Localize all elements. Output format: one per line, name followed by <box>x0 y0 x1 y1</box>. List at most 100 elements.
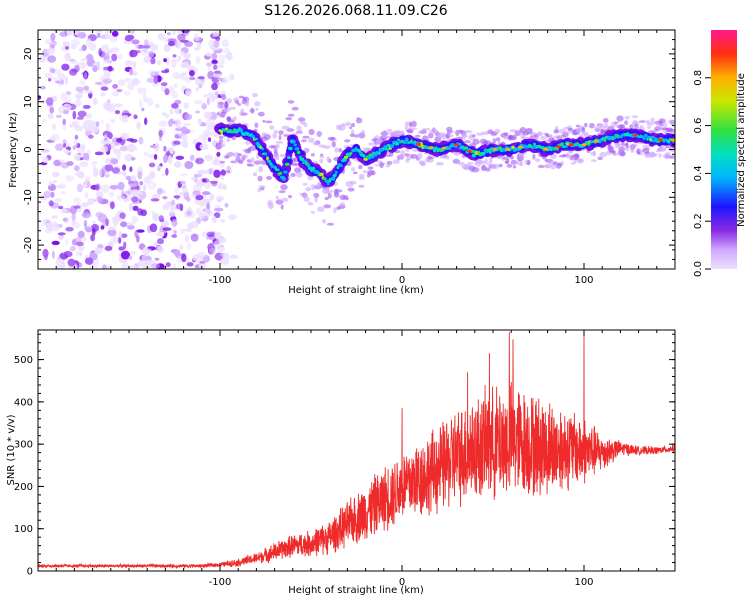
heatmap-cell <box>307 201 314 206</box>
heatmap-cell <box>168 86 175 94</box>
heatmap-cell <box>570 162 575 165</box>
heatmap-cell <box>124 153 134 162</box>
heatmap-cell <box>116 138 123 143</box>
heatmap-cell <box>69 246 76 252</box>
heatmap-cell <box>140 209 147 217</box>
heatmap-cell <box>130 156 136 161</box>
heatmap-cell <box>72 110 77 120</box>
heatmap-cell <box>150 57 156 65</box>
heatmap-cell <box>199 80 206 85</box>
heatmap-cell <box>658 146 667 152</box>
heatmap-cell <box>144 117 148 126</box>
heatmap-cell <box>349 151 353 156</box>
heatmap-cell <box>187 228 193 233</box>
heatmap-cell <box>209 193 215 201</box>
heatmap-cell <box>339 202 346 207</box>
heatmap-cell <box>319 155 325 159</box>
heatmap-cell <box>94 247 103 255</box>
heatmap-cell <box>74 93 83 99</box>
heatmap-cell <box>62 118 66 126</box>
heatmap-cell <box>75 86 84 92</box>
heatmap-cell <box>530 146 535 149</box>
heatmap-cell <box>137 260 147 268</box>
heatmap-cell <box>342 157 347 162</box>
heatmap-cell <box>111 53 118 62</box>
heatmap-cell <box>107 229 117 237</box>
heatmap-cell <box>195 77 200 85</box>
heatmap-cell <box>104 245 113 252</box>
heatmap-cell <box>163 145 167 152</box>
colorbar-gradient <box>711 30 737 269</box>
heatmap-cell <box>164 68 170 72</box>
heatmap-cell <box>121 261 129 269</box>
heatmap-cell <box>532 153 536 160</box>
heatmap-cell <box>69 68 78 76</box>
heatmap-cell <box>629 124 634 129</box>
heatmap-cell <box>95 211 104 218</box>
heatmap-cell <box>125 34 135 40</box>
heatmap-cell <box>310 153 315 157</box>
spectrogram-x-axis-label: Height of straight line (km) <box>288 285 424 296</box>
heatmap-cell <box>90 224 100 232</box>
heatmap-cell <box>568 143 574 147</box>
heatmap-cell <box>375 160 383 163</box>
heatmap-cell <box>149 43 159 51</box>
heatmap-cell <box>82 152 89 161</box>
heatmap-cell <box>152 212 160 221</box>
heatmap-cell <box>599 151 608 158</box>
heatmap-cell <box>646 122 655 126</box>
heatmap-cell <box>94 263 99 269</box>
heatmap-cell <box>88 134 94 139</box>
heatmap-cell <box>112 235 119 244</box>
heatmap-cell <box>112 84 118 89</box>
heatmap-cell <box>127 222 136 226</box>
heatmap-cell <box>206 96 210 106</box>
heatmap-cell <box>90 125 99 134</box>
heatmap-cell <box>630 150 635 153</box>
heatmap-cell <box>219 144 226 148</box>
heatmap-cell <box>116 194 126 201</box>
heatmap-cell <box>658 153 662 158</box>
heatmap-cell <box>450 130 455 133</box>
heatmap-cell <box>142 184 147 192</box>
heatmap-cell <box>186 210 192 216</box>
heatmap-cell <box>254 122 259 128</box>
heatmap-cell <box>212 140 216 148</box>
heatmap-cell <box>214 231 222 240</box>
heatmap-cell <box>213 240 223 249</box>
heatmap-cell <box>301 139 307 143</box>
heatmap-cell <box>168 41 176 47</box>
heatmap-cell <box>74 153 81 162</box>
heatmap-cell <box>131 80 141 84</box>
heatmap-cell <box>69 124 73 128</box>
heatmap-cell <box>338 148 343 153</box>
heatmap-cell <box>665 152 672 155</box>
heatmap-cell <box>558 128 567 134</box>
heatmap-cell <box>74 165 80 172</box>
heatmap-cell <box>127 143 136 153</box>
heatmap-cell <box>195 87 199 92</box>
heatmap-cell <box>87 198 95 205</box>
snr-panel: -100 0 100 0 100 200 300 400 500 Height of stra… <box>6 329 676 596</box>
heatmap-cell <box>252 172 258 177</box>
heatmap-cell <box>81 236 87 242</box>
heatmap-cell <box>269 125 275 130</box>
heatmap-cell <box>578 158 584 164</box>
heatmap-cell <box>526 159 531 166</box>
heatmap-cell <box>105 218 109 227</box>
heatmap-cell <box>77 31 87 39</box>
heatmap-cell <box>604 122 609 128</box>
heatmap-cell <box>49 68 56 74</box>
heatmap-cell <box>438 162 444 166</box>
heatmap-cell <box>632 133 638 137</box>
heatmap-cell <box>481 131 489 136</box>
heatmap-cell <box>216 104 225 109</box>
heatmap-cell <box>100 119 104 125</box>
heatmap-cell <box>85 90 94 94</box>
heatmap-cell <box>170 199 176 206</box>
heatmap-cell <box>107 226 117 231</box>
heatmap-cell <box>172 54 177 58</box>
heatmap-cell <box>214 70 221 74</box>
snr-y-tick-labels: 0 100 200 300 400 500 <box>14 355 33 577</box>
heatmap-cell <box>638 120 646 123</box>
